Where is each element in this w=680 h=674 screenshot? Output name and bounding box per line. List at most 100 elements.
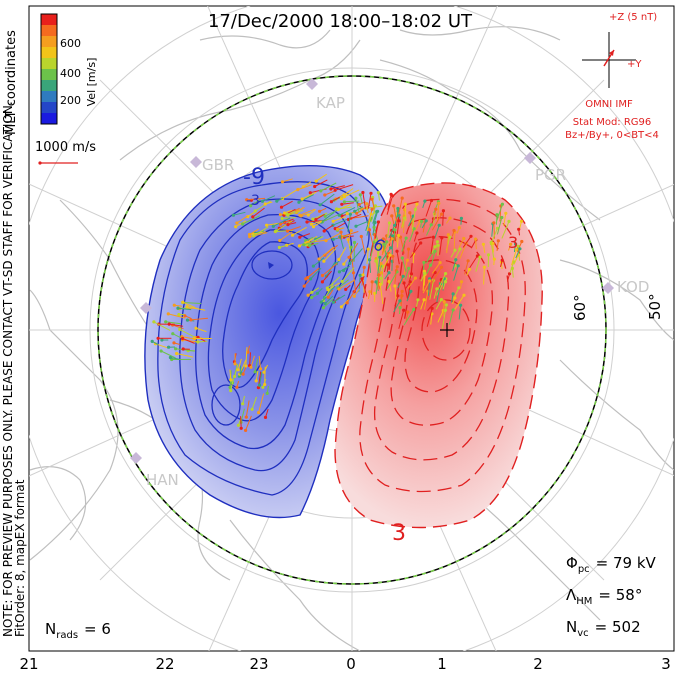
velocity-vector [326,276,341,289]
velocity-vector-origin [171,332,175,336]
velocity-vector [311,220,322,225]
velocity-vector [501,221,510,239]
velocity-vector-origin [408,280,412,284]
station-label-kap: KAP [316,94,345,112]
velocity-vector [430,267,442,285]
velocity-vector [369,259,371,273]
velocity-vector-origin [500,215,504,220]
velocity-vector [393,300,401,313]
velocity-vector [468,255,478,270]
velocity-vector-origin [318,203,322,207]
velocity-vector [254,358,259,372]
velocity-vector [348,242,359,258]
velocity-vector [347,230,352,243]
velocity-vector-origin [318,209,322,213]
velocity-vector-origin [403,216,407,220]
colorbar-swatch [41,113,57,125]
velocity-vector-origin [235,385,239,389]
velocity-vector-origin [446,233,450,237]
velocity-vector [245,415,252,431]
velocity-vector-origin [235,221,239,225]
velocity-vector [240,408,245,423]
velocity-vector-origin [370,207,374,211]
velocity-vector [437,273,447,290]
station-label-pgr: PGR [535,166,566,184]
velocity-vector [386,271,398,290]
velocity-vector-origin [431,235,435,239]
velocity-vector-origin [367,228,371,232]
velocity-vector [434,225,440,239]
velocity-vector-origin [378,242,382,246]
velocity-vector-origin [252,234,256,238]
imf-source: OMNI IMF [585,99,633,110]
velocity-vector [426,308,433,327]
mlt-tick-21: 21 [19,655,38,673]
station-marker-han [130,452,142,464]
velocity-vector [323,224,334,232]
velocity-vector [393,205,398,225]
velocity-vector [429,280,434,300]
velocity-vector [388,281,392,292]
velocity-vector-origin [174,347,178,351]
velocity-vector [490,242,495,260]
velocity-vector-origin [296,188,300,192]
velocity-vector [433,288,438,299]
velocity-vector-origin [265,391,269,395]
velocity-vector-origin [352,240,357,245]
velocity-vector [371,281,373,295]
velocity-vector [452,259,457,272]
velocity-vector-origin [168,355,172,360]
velocity-vector [511,249,517,266]
velocity-vector-origin [374,259,378,263]
velocity-vector-origin [156,336,160,340]
velocity-vector-origin [376,220,380,224]
velocity-vector [322,213,340,223]
velocity-vector-origin [340,202,344,206]
velocity-vector [338,246,347,260]
velocity-vector [453,231,456,250]
velocity-vector [458,238,465,248]
velocity-vector [338,279,356,290]
velocity-vector-origin [263,382,267,387]
velocity-vector [259,372,263,386]
velocity-vector-origin [444,272,448,276]
velocity-vector [333,294,346,303]
velocity-vector-origin [178,327,182,331]
velocity-vector-origin [436,243,440,247]
station-label-han: HAN [146,471,179,489]
velocity-vector [264,366,266,385]
imf-model: Stat Mod: RG96 [573,117,652,128]
velocity-vector [397,276,404,289]
velocity-vector-origin [335,207,339,211]
velocity-vector [442,210,444,226]
velocity-vector-origin [458,247,462,251]
velocity-vector-origin [183,314,187,318]
velocity-vector-origin [306,293,310,297]
velocity-vector [187,306,206,311]
velocity-vector-origin [453,248,457,252]
velocity-vector [324,244,338,256]
velocity-vector [313,221,323,228]
velocity-vector-origin [314,179,318,183]
velocity-vector-origin [373,220,377,225]
velocity-vector [153,321,171,331]
lat-label-60: 60° [571,294,589,321]
velocity-vector-origin [378,282,382,286]
velocity-vector-origin [345,301,349,305]
velocity-vector [182,338,195,344]
velocity-colorbar [40,13,58,125]
velocity-vector-origin [419,241,423,245]
velocity-vector-origin [437,223,441,227]
velocity-vector [258,393,265,413]
velocity-vector [351,260,355,273]
velocity-vector [324,295,334,304]
velocity-vector-origin [376,191,380,195]
velocity-vector-origin [236,423,240,427]
imf-dial [582,32,636,88]
velocity-vector-origin [361,190,365,195]
velocity-vector-origin [495,213,499,217]
velocity-vector-origin [377,273,381,277]
velocity-vector-origin [373,204,377,208]
velocity-vector [404,268,410,280]
